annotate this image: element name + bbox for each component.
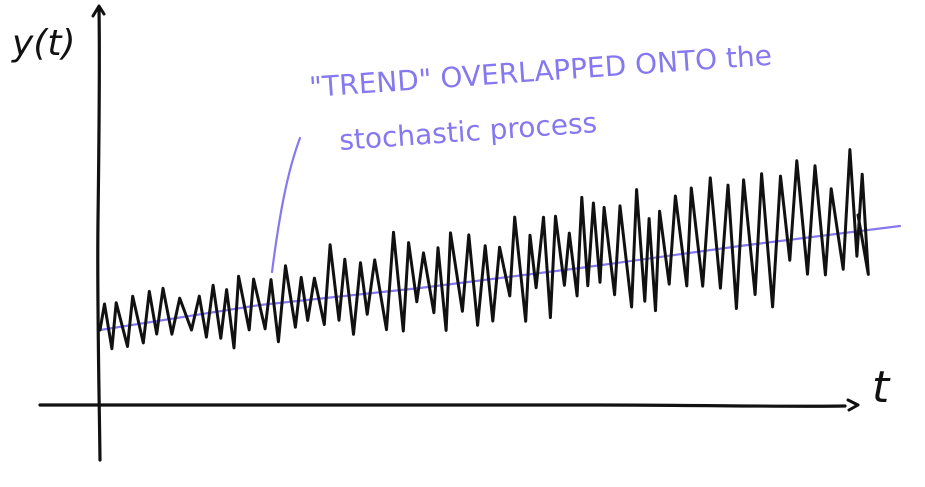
y-axis-arrowhead bbox=[91, 4, 106, 18]
x-axis-label: t bbox=[872, 362, 891, 413]
stochastic-signal bbox=[98, 148, 870, 351]
y-axis-label: y(t) bbox=[11, 23, 76, 64]
annotation-line-1: "TREND" OVERLAPPED ONTO the bbox=[308, 39, 773, 104]
annotation-pointer bbox=[270, 136, 302, 274]
trend-line bbox=[98, 224, 902, 332]
annotation-line-2: stochastic process bbox=[338, 106, 598, 157]
x-axis-arrowhead bbox=[846, 398, 860, 412]
y-axis bbox=[96, 6, 102, 462]
x-axis bbox=[38, 403, 847, 408]
